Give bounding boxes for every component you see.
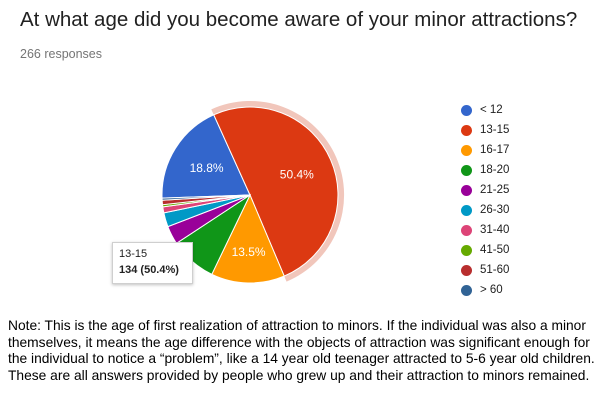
legend-swatch-icon [461,104,472,116]
legend-label: > 60 [480,284,503,296]
slice-label-16-17: 13.5% [232,245,266,259]
legend-swatch-icon [461,244,472,256]
note-text: Note: This is the age of first realizati… [8,318,595,383]
legend-item-13-15: 13-15 [461,120,509,140]
legend-label: 16-17 [480,144,510,156]
legend-item-60: > 60 [461,280,509,300]
legend-item-51-60: 51-60 [461,260,509,280]
legend: < 12 13-15 16-17 18-20 21-25 26-30 31-40 41-50 5… [461,100,509,300]
legend-swatch-icon [461,124,472,136]
slice-label-13-15: 50.4% [280,168,314,182]
tooltip-value: 134 (50.4%) [119,264,179,276]
legend-swatch-icon [461,284,472,296]
legend-item-41-50: 41-50 [461,240,509,260]
legend-item-18-20: 18-20 [461,160,509,180]
legend-item-16-17: 16-17 [461,140,509,160]
pie-slice-13-15[interactable] [213,106,339,277]
legend-swatch-icon [461,144,472,156]
legend-item-21-25: 21-25 [461,180,509,200]
legend-item-31-40: 31-40 [461,220,509,240]
pie-slice-12[interactable] [161,114,251,199]
legend-label: 41-50 [480,244,510,256]
pie-slice-16-17[interactable] [211,193,285,284]
legend-swatch-icon [461,164,472,176]
legend-swatch-icon [461,184,472,196]
legend-swatch-icon [461,224,472,236]
chart-title: At what age did you become aware of your… [20,8,578,31]
pie-slice-60[interactable] [161,194,251,201]
legend-swatch-icon [461,204,472,216]
legend-label: 31-40 [480,224,510,236]
legend-label: 26-30 [480,204,510,216]
legend-label: 21-25 [480,184,510,196]
legend-label: < 12 [480,104,503,116]
slice-label-12: 18.8% [190,161,224,175]
legend-label: 51-60 [480,264,510,276]
tooltip-category: 13-15 [119,248,148,260]
legend-label: 18-20 [480,164,510,176]
response-count: 266 responses [20,47,103,61]
legend-label: 13-15 [480,124,510,136]
slice-tooltip: 13-15 134 (50.4%) [112,242,193,284]
legend-item-26-30: 26-30 [461,200,509,220]
legend-item-12: < 12 [461,100,509,120]
legend-swatch-icon [461,264,472,276]
